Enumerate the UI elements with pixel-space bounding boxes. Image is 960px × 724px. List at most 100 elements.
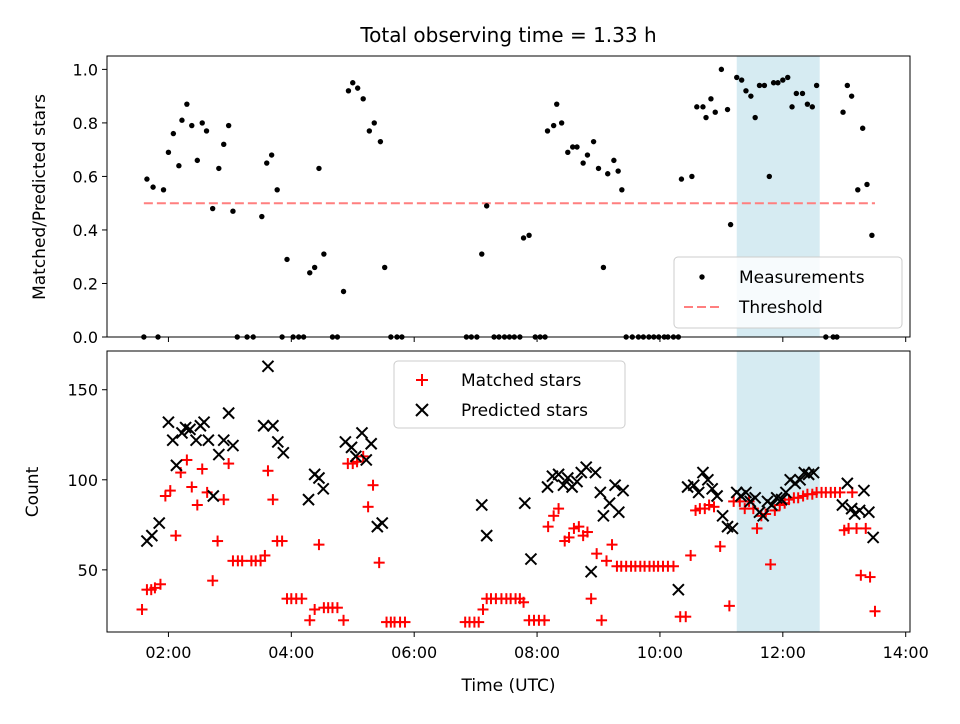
measurement-point (770, 80, 777, 86)
x-tick-label: 14:00 (883, 643, 929, 662)
predicted-star-point (616, 484, 630, 497)
matched-star-point (553, 503, 565, 515)
matched-star-point (477, 603, 489, 615)
bottom-x-ticks: 02:00 04:00 06:00 08:00 10:00 12:00 14:00 (145, 632, 929, 662)
matched-star-point (154, 578, 166, 590)
measurement-point (144, 176, 150, 182)
measurement-point (345, 88, 352, 94)
measurement-point (804, 101, 811, 107)
predicted-star-point (836, 498, 849, 512)
matched-star-point (338, 614, 350, 626)
legend-label-predicted: Predicted stars (461, 401, 588, 421)
predicted-star-point (166, 433, 179, 447)
measurement-point (718, 66, 725, 73)
predicted-star-point (608, 478, 622, 492)
measurement-point (708, 96, 714, 102)
top-y-axis-label: Matched/Predicted stars (30, 94, 50, 300)
bottom-y-ticks: 50 100 150 (67, 381, 107, 580)
predicted-star-point (853, 504, 866, 517)
predicted-star-point (710, 489, 724, 503)
measurement-point (165, 149, 172, 156)
measurement-point (724, 106, 731, 113)
x-tick-label: 10:00 (637, 643, 683, 662)
matched-star-point (149, 582, 161, 594)
top-legend: Measurements Threshold (673, 256, 903, 329)
measurement-point (184, 101, 190, 107)
predicted-star-point (739, 486, 753, 499)
predicted-star-point (475, 498, 488, 512)
measurement-points (141, 66, 875, 340)
measurement-point (274, 187, 280, 193)
measurement-point (859, 125, 866, 131)
measurement-point (479, 251, 485, 257)
measurement-point (150, 184, 156, 190)
measurement-point (311, 264, 318, 271)
measurement-point (216, 165, 222, 172)
measurement-point (840, 109, 846, 115)
measurement-point (170, 130, 177, 137)
measurement-point (766, 173, 773, 180)
measurement-point (520, 235, 527, 241)
predicted-star-point (226, 439, 240, 452)
predicted-star-point (765, 498, 778, 512)
matched-star-point (223, 458, 235, 470)
legend-label-measurements: Measurements (739, 268, 865, 288)
measurement-point (574, 144, 580, 150)
measurement-point (371, 120, 377, 126)
y-tick-label: 100 (67, 471, 98, 490)
measurement-point (678, 176, 685, 182)
predicted-star-point (687, 478, 700, 492)
x-tick-label: 08:00 (514, 643, 560, 662)
predicted-star-point (271, 435, 285, 449)
measurement-point (844, 82, 851, 89)
predicted-star-point (266, 419, 280, 432)
predicted-star-point (775, 493, 788, 506)
y-tick-label: 0.4 (73, 221, 98, 240)
matched-star-point (276, 535, 288, 547)
y-tick-label: 50 (78, 561, 98, 580)
measurement-point (382, 264, 388, 271)
matched-star-point (373, 557, 385, 569)
predicted-star-point (277, 446, 290, 459)
bottom-panel: 50 100 150 02:00 04:00 06:00 08:00 10:00 12:00 1… (23, 350, 929, 696)
measurement-point (775, 80, 781, 86)
measurement-point (307, 270, 313, 276)
bottom-legend: Matched stars Predicted stars (393, 360, 626, 429)
top-panel: 0.0 0.2 0.4 0.6 0.8 1.0 Matched/Predicted sta… (30, 55, 911, 347)
matched-star-point (399, 616, 411, 628)
predicted-star-point (153, 516, 166, 530)
measurement-point (580, 160, 586, 166)
predicted-star-point (145, 529, 159, 542)
y-tick-label: 0.8 (73, 114, 98, 133)
matched-star-point (573, 521, 585, 533)
bottom-y-axis-label: Count (23, 466, 43, 517)
predicted-star-point (672, 583, 685, 596)
predicted-star-point (692, 486, 705, 499)
matched-star-point (548, 510, 560, 522)
matched-star-point (538, 614, 550, 626)
measurement-point (316, 165, 322, 172)
measurement-point (712, 109, 718, 115)
predicted-star-point (207, 489, 220, 503)
matched-star-point (600, 555, 612, 567)
predicted-star-point (376, 516, 389, 530)
predicted-star-point (807, 466, 820, 479)
matched-star-point (680, 611, 692, 623)
predicted-star-point (349, 450, 363, 463)
predicted-star-point (312, 471, 326, 485)
matched-star-point (685, 549, 697, 561)
legend-marker-matched (416, 374, 428, 386)
x-tick-label: 12:00 (760, 643, 806, 662)
matched-star-point (864, 571, 876, 583)
measurement-point (570, 144, 576, 150)
predicted-star-point (589, 466, 602, 479)
matched-star-point (792, 492, 804, 504)
legend-label-matched: Matched stars (461, 371, 581, 391)
measurement-point (734, 74, 740, 81)
matched-star-point (196, 463, 208, 475)
measurement-point (179, 117, 185, 123)
measurement-point (483, 203, 490, 209)
measurement-point (789, 104, 795, 110)
top-axes-frame (106, 55, 911, 338)
measurement-point (848, 93, 855, 99)
